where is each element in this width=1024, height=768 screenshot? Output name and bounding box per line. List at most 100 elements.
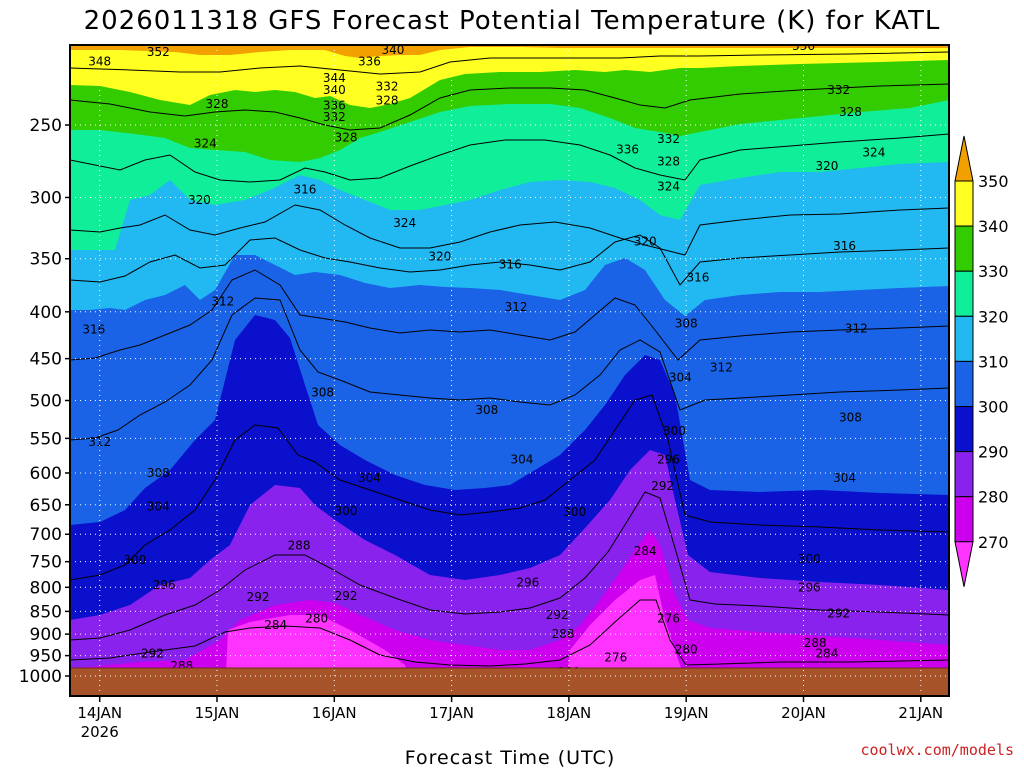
contour-label: 292 — [335, 589, 358, 603]
contour-label: 312 — [505, 300, 528, 314]
contour-label: 328 — [657, 154, 680, 168]
chart-title: 2026011318 GFS Forecast Potential Temper… — [84, 6, 941, 36]
contour-label: 312 — [88, 435, 111, 449]
colorbar-swatch — [954, 180, 974, 227]
contour-label: 284 — [264, 618, 287, 632]
contour-label: 280 — [305, 611, 328, 625]
contour-label: 348 — [88, 54, 111, 68]
y-tick-label: 800 — [30, 578, 62, 598]
isentropes — [70, 51, 949, 667]
y-tick-label: 250 — [30, 116, 62, 136]
x-tick-label: 16JAN — [312, 704, 357, 722]
colorbar-swatch — [954, 270, 974, 317]
isentrope-line — [70, 491, 949, 641]
contour-label: 332 — [657, 132, 680, 146]
contour-label: 316 — [686, 271, 709, 285]
contour-label: 296 — [516, 575, 539, 589]
contour-label: 308 — [475, 403, 498, 417]
contour-label: 300 — [798, 552, 821, 566]
contour-label: 284 — [634, 544, 657, 558]
contour-label: 316 — [833, 239, 856, 253]
contour-label: 316 — [82, 322, 105, 336]
contour-label: 276 — [604, 651, 627, 665]
y-tick-label: 500 — [30, 392, 62, 412]
y-tick-label: 650 — [30, 496, 62, 516]
isentrope-line — [70, 133, 949, 183]
y-tick-label: 850 — [30, 602, 62, 622]
contour-label: 320 — [428, 249, 451, 263]
contour-label: 328 — [206, 97, 229, 111]
contour-label: 336 — [792, 39, 815, 53]
contour-label: 328 — [376, 93, 399, 107]
grid — [70, 45, 949, 696]
contour-label: 308 — [675, 317, 698, 331]
x-tick-label: 18JAN — [547, 704, 592, 722]
contour-label: 308 — [147, 466, 170, 480]
y-tick-label: 700 — [30, 525, 62, 545]
contour-label: 320 — [634, 234, 657, 248]
contour-label: 304 — [358, 471, 381, 485]
y-tick-label: 550 — [30, 429, 62, 449]
isentrope-line — [70, 83, 949, 131]
contour-label: 292 — [827, 607, 850, 621]
contour-label: 352 — [147, 45, 170, 59]
contour-label: 296 — [798, 580, 821, 594]
y-tick-label: 600 — [30, 464, 62, 484]
isentrope-line — [70, 394, 949, 581]
contour-label: 292 — [141, 647, 164, 661]
y-tick-label: 450 — [30, 350, 62, 370]
contour-label: 300 — [563, 505, 586, 519]
contour-label: 336 — [616, 143, 639, 157]
contour-label: 280 — [675, 642, 698, 656]
contour-label: 300 — [123, 553, 146, 567]
colorbar-label: 330 — [978, 262, 1009, 281]
contour-label: 296 — [153, 578, 176, 592]
x-axis-title: Forecast Time (UTC) — [405, 747, 615, 768]
plot-frame — [69, 44, 950, 697]
isentrope-line — [70, 234, 949, 286]
x-tick-label: 14JAN — [77, 704, 122, 722]
contour-label: 336 — [358, 54, 381, 68]
y-tick-label: 900 — [30, 625, 62, 645]
colorbar-swatch — [954, 406, 974, 453]
x-tick-label: 17JAN — [429, 704, 474, 722]
contour-label: 304 — [669, 371, 692, 385]
contour-label: 332 — [323, 110, 346, 124]
contour-label: 300 — [663, 424, 686, 438]
contour-label: 304 — [833, 471, 856, 485]
y-tick-label: 350 — [30, 250, 62, 270]
y-tick-label: 750 — [30, 553, 62, 573]
colorbar-label: 290 — [978, 443, 1009, 462]
colorbar-arrow-bottom — [954, 541, 974, 587]
colorbar-swatch — [954, 315, 974, 362]
contour-label: 292 — [651, 479, 674, 493]
y-tick-label: 400 — [30, 303, 62, 323]
contour-label: 328 — [839, 105, 862, 119]
contour-label: 332 — [827, 83, 850, 97]
band-below-270 — [225, 575, 690, 696]
x-tick-label: 20JAN — [781, 704, 826, 722]
colorbar-swatch — [954, 225, 974, 272]
contour-label: 312 — [845, 321, 868, 335]
contour-label: 284 — [816, 647, 839, 661]
contour-label: 288 — [288, 538, 311, 552]
contour-label: 316 — [499, 257, 522, 271]
contour-label: 292 — [247, 590, 270, 604]
colorbar-label: 340 — [978, 217, 1009, 236]
colorbar-label: 300 — [978, 398, 1009, 417]
contour-label: 324 — [393, 216, 416, 230]
contour-label: 292 — [546, 608, 569, 622]
contour-label: 296 — [657, 452, 680, 466]
colorbar-label: 310 — [978, 352, 1009, 371]
credit-link[interactable]: coolwx.com/models — [860, 741, 1014, 759]
x-tick-label: 21JAN — [898, 704, 943, 722]
y-tick-label: 1000 — [19, 667, 62, 687]
isentrope-line — [70, 204, 949, 256]
ground — [70, 668, 949, 696]
contour-label: 308 — [311, 385, 334, 399]
isentrope-line — [70, 297, 949, 441]
contour-label: 340 — [381, 43, 404, 57]
colorbar-label: 350 — [978, 172, 1009, 191]
